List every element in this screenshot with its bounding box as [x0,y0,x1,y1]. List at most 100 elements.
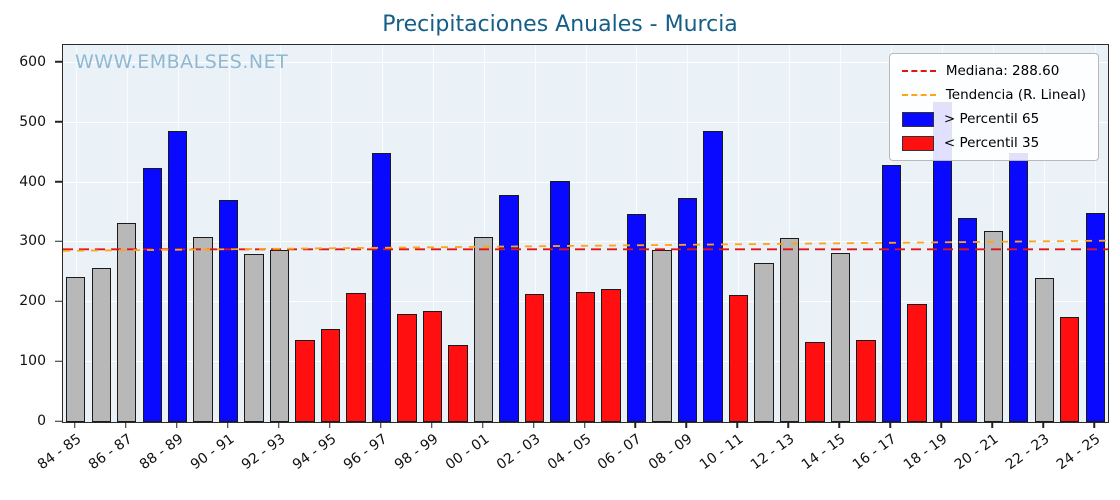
v-gridline [75,45,77,422]
x-tick-mark [430,422,433,428]
v-gridline [330,45,332,422]
bar-mid [652,249,672,422]
x-tick-mark [532,422,535,428]
v-gridline [1044,45,1046,422]
y-tick-label: 500 [19,113,46,130]
x-tick-mark [736,422,739,428]
v-gridline [534,45,536,422]
bar-below [448,344,468,422]
legend-label-trend: Tendencia (R. Lineal) [945,87,1086,103]
bar-above [626,213,647,422]
x-tick-mark [328,422,331,428]
x-tick-mark [583,422,586,428]
legend-item-trend: Tendencia (R. Lineal) [901,87,1086,103]
x-tick-label: 90 - 91 [187,431,238,474]
bar-above [550,180,570,422]
x-tick-mark [1093,422,1095,428]
x-tick-label: 00 - 01 [442,431,492,474]
plot-area: WWW.EMBALSES.NET Mediana: 288.60 Tendenc… [62,44,1109,423]
legend-label-above: > Percentil 65 [943,111,1040,127]
bar-below [1060,316,1080,422]
x-tick-mark [226,422,229,428]
legend-label-below: < Percentil 35 [943,135,1040,151]
y-tick-label: 400 [19,173,46,190]
x-tick-mark [73,422,76,428]
blue-swatch-icon [901,111,934,127]
red-swatch-icon [901,135,934,151]
bar-above [499,194,519,422]
bar-above [168,130,188,422]
y-tick-label: 600 [19,53,46,70]
bar-above [677,198,698,422]
x-tick-mark [1042,422,1045,428]
bar-above [371,152,392,422]
x-axis: 84 - 85 86 - 87 88 - 89 90 - 91 92 - 93 94 - … [35,421,1107,499]
x-tick-mark [175,422,178,428]
y-tick-mark [55,121,62,123]
bar-mid [66,277,86,422]
x-tick-mark [481,422,484,428]
bar-below [346,293,366,422]
bar-mid [117,223,137,422]
bar-mid [779,237,800,422]
x-tick-label: 16 - 17 [850,431,900,474]
bar-below [524,293,545,422]
bar-below [320,329,341,422]
bar-below [601,289,621,422]
x-tick-mark [940,422,943,428]
bar-above [1009,152,1029,422]
y-tick-label: 300 [19,233,46,250]
y-tick-label: 0 [37,413,46,429]
v-gridline [585,45,587,422]
y-axis: 0 100 200 300 400 500 600 [0,44,62,428]
bar-above [1085,212,1105,422]
x-tick-label: 84 - 85 [34,431,85,474]
x-tick-label: 24 - 25 [1054,431,1104,474]
v-gridline [432,45,434,422]
bar-below [856,340,876,422]
x-tick-mark [889,422,892,428]
x-tick-label: 22 - 23 [1003,431,1053,474]
y-tick-mark [55,420,62,422]
y-tick-mark [55,240,62,243]
trend-line-icon [901,94,936,96]
y-tick-mark [55,61,62,63]
legend-item-below-percentile: < Percentil 35 [901,135,1086,151]
v-gridline [483,45,485,422]
bar-below [295,340,315,422]
x-tick-label: 02 - 03 [493,431,543,474]
x-tick-label: 08 - 09 [646,431,696,474]
bar-above [218,200,239,422]
x-tick-mark [634,422,637,428]
bar-above [881,164,902,422]
x-tick-label: 94 - 95 [289,431,340,474]
x-tick-label: 04 - 05 [544,431,594,474]
bar-below [805,342,825,422]
x-tick-mark [838,422,841,428]
bar-mid [473,237,494,422]
v-gridline [789,45,791,422]
bar-mid [193,236,213,422]
x-tick-mark [991,422,994,428]
x-tick-label: 12 - 13 [748,431,798,474]
chart-title: Precipitaciones Anuales - Murcia [382,12,738,37]
x-tick-mark [787,422,790,428]
bar-below [907,304,927,422]
x-tick-mark [277,422,280,428]
watermark: WWW.EMBALSES.NET [75,51,289,73]
bar-mid [983,230,1003,422]
x-tick-label: 06 - 07 [595,431,645,474]
legend-item-above-percentile: > Percentil 65 [901,111,1086,127]
x-tick-mark [685,422,688,428]
bar-mid [244,254,264,422]
x-tick-label: 20 - 21 [952,431,1002,474]
y-tick-mark [55,360,62,362]
v-gridline [840,45,842,422]
x-tick-label: 96 - 97 [340,431,390,474]
x-tick-mark [379,422,382,428]
x-tick-label: 92 - 93 [238,431,289,474]
bar-mid [830,253,851,422]
x-tick-label: 86 - 87 [85,431,136,474]
y-tick-mark [55,180,62,183]
bar-mid [91,267,111,422]
